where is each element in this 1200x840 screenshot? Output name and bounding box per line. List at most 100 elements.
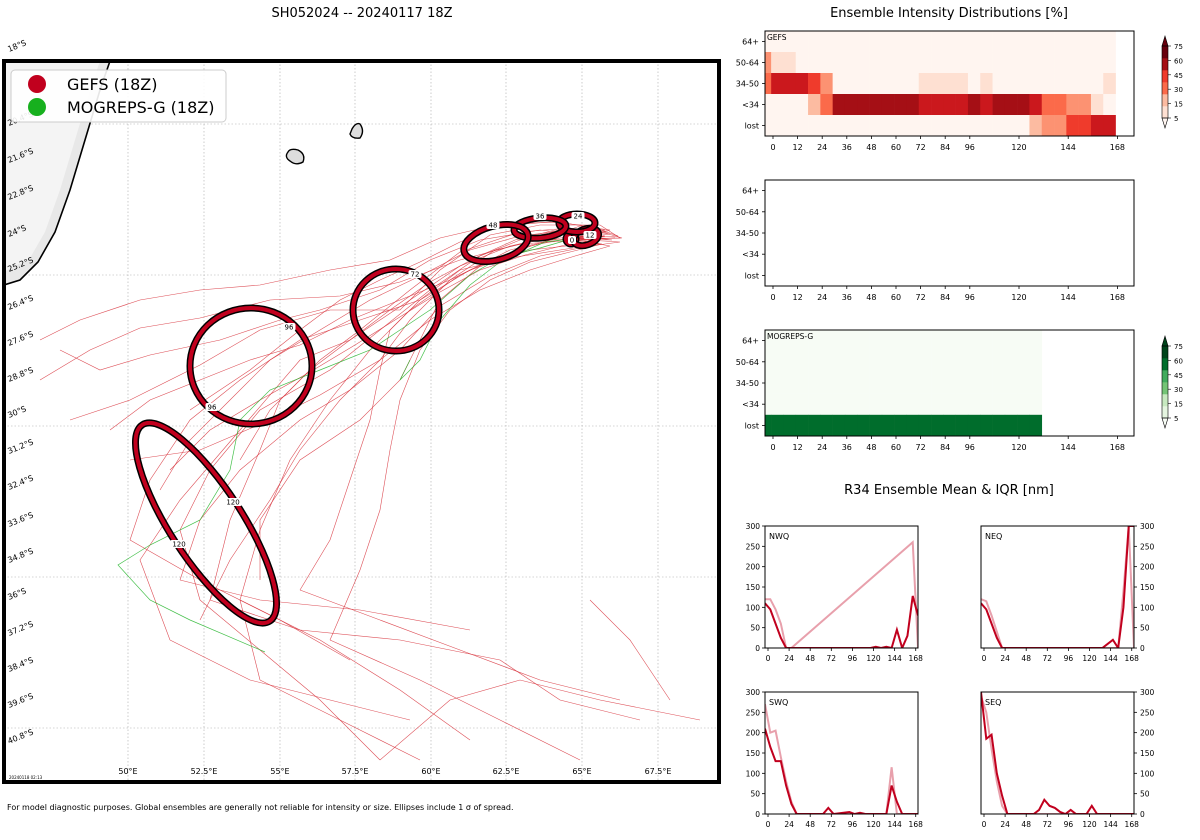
gefs-member-track [59, 229, 596, 371]
heatmap-row-label: lost [745, 122, 759, 131]
heatmap-cell [869, 31, 883, 53]
colorbar-tick: 45 [1174, 372, 1183, 380]
heatmap-cell [1090, 31, 1104, 53]
heatmap-cell [931, 115, 944, 137]
heatmap-cell [894, 73, 907, 95]
r34-y-tick: 150 [746, 749, 761, 758]
r34-x-tick: 96 [848, 820, 858, 829]
heatmap-cell [832, 372, 846, 394]
heatmap-cell [1004, 94, 1018, 116]
r34-frame [980, 525, 1135, 649]
r34-x-tick: 24 [784, 820, 794, 829]
heatmap-cell [967, 73, 981, 95]
r34-y-tick: 50 [1140, 790, 1150, 799]
heatmap-cell [771, 94, 784, 116]
lon-tick-label: 62.5°E [493, 767, 520, 776]
heatmap-cell [832, 115, 846, 137]
heatmap-cell [1066, 94, 1079, 116]
heatmap-cell [1029, 115, 1043, 137]
heatmap-x-tick: 144 [1061, 293, 1076, 302]
colorbar-segment [1162, 46, 1168, 59]
heatmap-cell [881, 73, 895, 95]
heatmap-cell [1054, 94, 1067, 116]
heatmap-cell [881, 52, 895, 74]
r34-y-tick: 0 [755, 644, 760, 653]
heatmap-cell [844, 73, 858, 95]
r34-x-tick: 48 [1021, 820, 1031, 829]
heatmap-cell [943, 115, 956, 137]
heatmap-cell [1103, 73, 1116, 95]
heatmap-x-tick: 72 [916, 443, 926, 452]
heatmap-cell [1017, 52, 1030, 74]
heatmap-cell [894, 351, 907, 373]
heatmap-cell [765, 330, 772, 352]
heatmap-cell [857, 73, 870, 95]
colorbar-segment [1162, 382, 1168, 395]
r34-y-tick: 250 [746, 542, 761, 551]
heatmap-x-tick: 60 [891, 443, 901, 452]
forecast-hour-label: 36 [536, 213, 545, 221]
forecast-hour-label-bg [170, 540, 188, 548]
r34-panel-neq: NEQ 0 50 100 150 200 250 300 0 24 48 72 96 120 144 168 [980, 522, 1155, 663]
heatmap-cell [869, 372, 883, 394]
heatmap-cell [832, 73, 846, 95]
mogreps-member-track [117, 238, 572, 653]
heatmap-cell [844, 393, 858, 416]
heatmap-cell [869, 52, 883, 74]
lon-tick-label: 67.5°E [645, 767, 672, 776]
lon-tick-label: 60°E [421, 767, 440, 776]
heatmap-cell [967, 330, 981, 352]
r34-y-tick: 50 [750, 624, 760, 633]
heatmap-cell [820, 115, 833, 137]
heatmap-cell [771, 31, 784, 53]
forecast-hour-label-bg [533, 212, 547, 220]
heatmap-cell [765, 52, 772, 74]
heatmap-cell [1078, 73, 1092, 95]
heatmap-cell [771, 351, 784, 373]
heatmap-cell [771, 372, 784, 394]
colorbar-tick: 30 [1174, 386, 1183, 394]
r34-x-tick: 168 [1125, 654, 1140, 663]
r34-panel-seq: SEQ 0 50 100 150 200 250 300 0 24 48 72 96 120 144 168 [980, 688, 1155, 829]
heatmap-row-label: 34-50 [736, 80, 759, 89]
colorbar-tick: 60 [1174, 57, 1183, 65]
heatmap-cell [1029, 372, 1043, 394]
heatmap-row-label: lost [745, 421, 759, 430]
heatmap-cell [967, 393, 981, 416]
r34-y-tick: 100 [746, 769, 761, 778]
heatmap-x-tick: 0 [770, 293, 775, 302]
heatmap-cell [771, 393, 784, 416]
heatmap-cell [1029, 31, 1043, 53]
gefs-member-track [299, 589, 621, 701]
heatmap-x-tick: 0 [770, 443, 775, 452]
heatmap-cell [881, 372, 895, 394]
heatmap-x-tick: 12 [793, 443, 803, 452]
forecast-hour-label: 0 [570, 237, 574, 245]
heatmap-cell [955, 52, 969, 74]
heatmap-cell [992, 52, 1006, 74]
heatmap-cell [808, 52, 821, 74]
heatmap-x-tick: 168 [1110, 143, 1125, 152]
heatmap-row-label: lost [745, 271, 759, 280]
colorbar-tick: 45 [1174, 72, 1183, 80]
heatmap-cell [943, 372, 956, 394]
heatmap-cell [980, 414, 993, 437]
forecast-hour-label-bg [571, 212, 585, 220]
heatmap-cell [918, 31, 932, 53]
map-gridlines [4, 61, 719, 782]
heatmap-cell [955, 94, 969, 116]
heatmap-cell [1029, 94, 1043, 116]
map-timestamp: 20240118 02:13 [9, 775, 43, 780]
heatmap-cell [1090, 73, 1104, 95]
r34-x-tick: 168 [1125, 820, 1140, 829]
heatmap-cell [783, 330, 797, 352]
heatmap-cell [967, 115, 981, 137]
heatmap-cell [955, 31, 969, 53]
r34-y-tick: 300 [746, 522, 761, 531]
lon-tick-label: 50°E [118, 767, 137, 776]
heatmap-cell [1017, 31, 1030, 53]
heatmap-cell [980, 115, 993, 137]
heatmap-cell [881, 330, 895, 352]
heatmap-cell [844, 115, 858, 137]
